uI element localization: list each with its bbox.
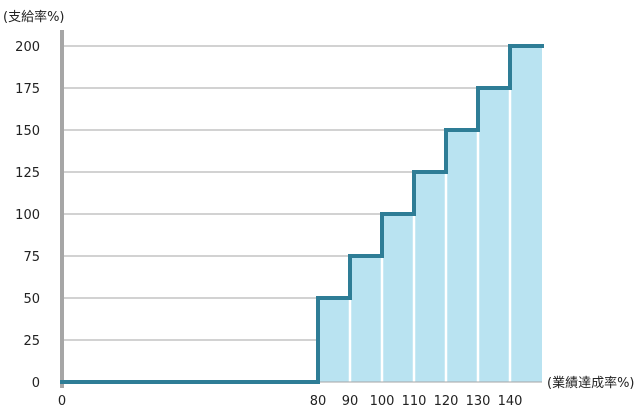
- x-tick-label-80: 80: [310, 394, 327, 407]
- step-fill-5: [446, 130, 478, 382]
- x-tick-label-0: 0: [58, 394, 66, 407]
- y-tick-label-175: 175: [15, 82, 40, 97]
- step-fill-7: [510, 46, 542, 382]
- tick-labels: 0 25 50 75 100 125 150 175 200 0 80 90 100 110 120 130 1…: [15, 40, 523, 409]
- y-tick-label-100: 100: [15, 208, 40, 223]
- step-fill-6: [478, 88, 510, 382]
- step-line: [60, 44, 544, 384]
- step-fill-1: [318, 298, 350, 382]
- x-axis-label: (業績達成率%): [547, 375, 635, 391]
- y-tick-label-50: 50: [23, 292, 40, 307]
- x-tick-label-120: 120: [434, 394, 459, 407]
- y-tick-label-0: 0: [32, 376, 40, 391]
- y-axis-label: (支給率%): [3, 9, 65, 25]
- step-fill-4: [414, 172, 446, 382]
- x-tick-label-140: 140: [498, 394, 523, 407]
- gridlines: [62, 45, 542, 341]
- y-tick-label-25: 25: [23, 334, 40, 349]
- x-tick-label-110: 110: [402, 394, 427, 407]
- x-tick-label-90: 90: [342, 394, 359, 407]
- fill-dividers: [348, 88, 512, 382]
- step-fill-3: [382, 214, 414, 382]
- y-tick-label-200: 200: [15, 40, 40, 55]
- y-tick-label-150: 150: [15, 124, 40, 139]
- step-series-line: [60, 44, 544, 384]
- step-fill-2: [350, 256, 382, 382]
- y-tick-label-75: 75: [23, 250, 40, 265]
- x-tick-label-100: 100: [370, 394, 395, 407]
- y-tick-label-125: 125: [15, 166, 40, 181]
- x-tick-label-130: 130: [466, 394, 491, 407]
- fill-areas: [318, 46, 542, 382]
